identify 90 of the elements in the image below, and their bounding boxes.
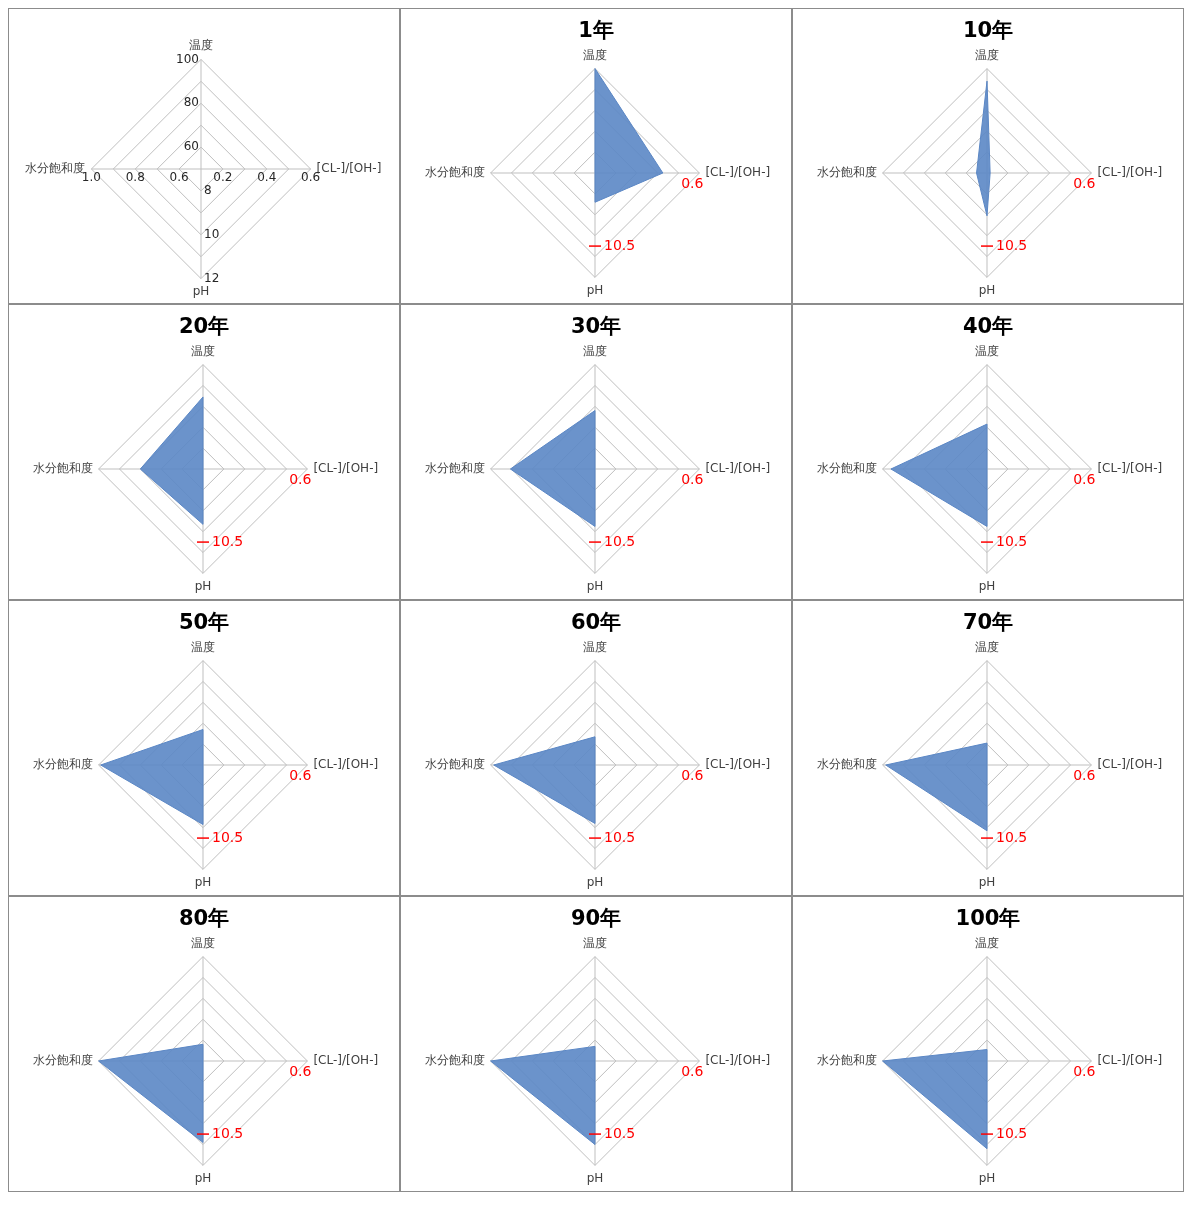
text: 0.2 — [213, 170, 233, 185]
chart-title: 90年 — [570, 906, 622, 931]
spoke-label: pH — [586, 282, 604, 297]
spoke-label: 温度 — [583, 47, 607, 62]
spoke-label: [CL-]/[OH-] — [1097, 1053, 1163, 1068]
spoke-label: 温度 — [583, 343, 607, 358]
spoke-label: 水分飽和度 — [32, 461, 93, 476]
spoke-label: 水分飽和度 — [816, 1053, 877, 1068]
text: 10.5 — [212, 1124, 244, 1141]
spoke-label: 水分飽和度 — [816, 165, 877, 180]
text: 10.5 — [604, 236, 636, 253]
spoke-label: 水分飽和度 — [424, 757, 485, 772]
chart-title: 100年 — [955, 906, 1021, 931]
spoke-label: pH — [194, 1170, 212, 1185]
spoke-label: [CL-]/[OH-] — [1097, 461, 1163, 476]
spoke-label: pH — [978, 578, 996, 593]
chart-title: 30年 — [570, 314, 622, 339]
spoke-label: 温度 — [583, 935, 607, 950]
spoke-label: [CL-]/[OH-] — [1097, 757, 1163, 772]
text: 0.6 — [1073, 766, 1096, 783]
chart-title: 50年 — [178, 610, 230, 635]
text: 10.5 — [212, 532, 244, 549]
text: 100 — [176, 51, 199, 66]
category-label: 温度 — [189, 38, 213, 53]
spoke-label: 温度 — [583, 639, 607, 654]
text: 0.4 — [257, 170, 277, 185]
spoke-label: 水分飽和度 — [816, 461, 877, 476]
text: 10 — [204, 226, 220, 241]
spoke-label: pH — [586, 1170, 604, 1185]
text: 0.6 — [681, 174, 704, 191]
spoke-label: 水分飽和度 — [424, 1053, 485, 1068]
category-label: 水分飽和度 — [25, 161, 86, 176]
spoke-label: 温度 — [191, 343, 215, 358]
text: 10.5 — [604, 828, 636, 845]
spoke-label: 水分飽和度 — [424, 461, 485, 476]
chart-title: 10年 — [962, 18, 1014, 43]
text: 10.5 — [996, 828, 1028, 845]
spoke-label: [CL-]/[OH-] — [705, 1053, 771, 1068]
text: 80 — [183, 95, 199, 110]
chart-title: 60年 — [570, 610, 622, 635]
spoke-label: 温度 — [191, 935, 215, 950]
spoke-label: pH — [978, 282, 996, 297]
spoke-label: [CL-]/[OH-] — [313, 757, 379, 772]
chart-title: 70年 — [962, 610, 1014, 635]
text: 0.6 — [289, 1062, 312, 1079]
text: 0.6 — [1073, 470, 1096, 487]
spoke-label: [CL-]/[OH-] — [313, 461, 379, 476]
spoke-label: pH — [978, 1170, 996, 1185]
spoke-label: [CL-]/[OH-] — [313, 1053, 379, 1068]
chart-title: 1年 — [578, 18, 614, 43]
chart-title: 40年 — [962, 314, 1014, 339]
spoke-label: 水分飽和度 — [32, 757, 93, 772]
text: 10.5 — [212, 828, 244, 845]
spoke-label: 温度 — [975, 47, 999, 62]
text: 0.8 — [125, 170, 145, 185]
text: 0.6 — [289, 766, 312, 783]
spoke-label: [CL-]/[OH-] — [705, 757, 771, 772]
spoke-label: [CL-]/[OH-] — [705, 165, 771, 180]
spoke-label: [CL-]/[OH-] — [1097, 165, 1163, 180]
spoke-label: 水分飽和度 — [32, 1053, 93, 1068]
text: 10.5 — [996, 532, 1028, 549]
category-label: pH — [192, 283, 210, 298]
text: 10.5 — [996, 1124, 1028, 1141]
spoke-label: pH — [978, 874, 996, 889]
text: 0.6 — [681, 470, 704, 487]
text: 10.5 — [604, 532, 636, 549]
spoke-label: pH — [194, 578, 212, 593]
text: 0.6 — [681, 1062, 704, 1079]
text: 8 — [204, 183, 212, 198]
text: 10.5 — [604, 1124, 636, 1141]
spoke-label: 温度 — [191, 639, 215, 654]
text: 0.6 — [1073, 1062, 1096, 1079]
spoke-label: 水分飽和度 — [816, 757, 877, 772]
spoke-label: 温度 — [975, 935, 999, 950]
text: 0.6 — [681, 766, 704, 783]
text: 0.6 — [1073, 174, 1096, 191]
spoke-label: 温度 — [975, 343, 999, 358]
text: 12 — [204, 270, 220, 285]
text: 0.6 — [169, 170, 189, 185]
text: 0.6 — [289, 470, 312, 487]
chart-title: 20年 — [178, 314, 230, 339]
text: 10.5 — [996, 236, 1028, 253]
chart-title: 80年 — [178, 906, 230, 931]
text: 60 — [183, 139, 199, 154]
spoke-label: 水分飽和度 — [424, 165, 485, 180]
spoke-label: pH — [194, 874, 212, 889]
spoke-label: pH — [586, 578, 604, 593]
spoke-label: pH — [586, 874, 604, 889]
spoke-label: 温度 — [975, 639, 999, 654]
spoke-label: [CL-]/[OH-] — [705, 461, 771, 476]
